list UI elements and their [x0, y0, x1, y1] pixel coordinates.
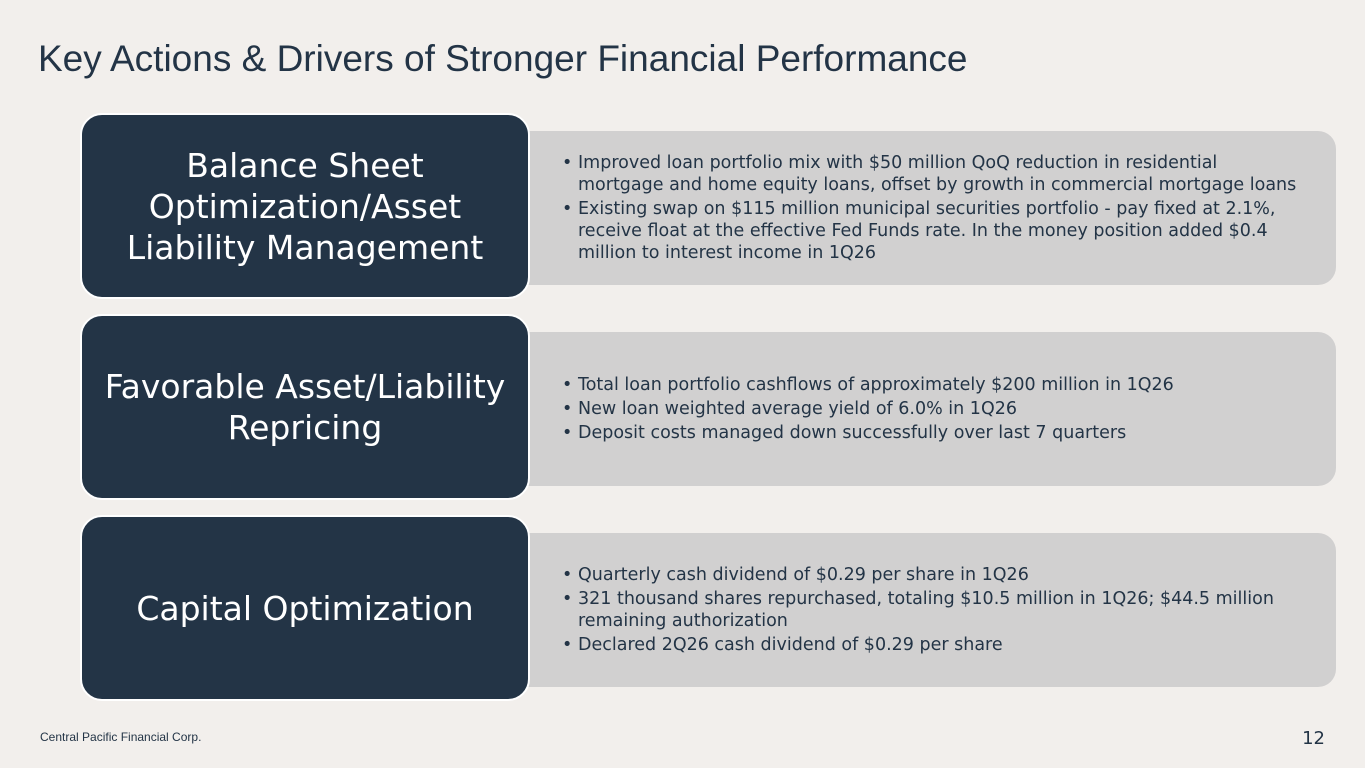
- bullet: Existing swap on $115 million municipal …: [562, 198, 1306, 264]
- bullet: New loan weighted average yield of 6.0% …: [562, 398, 1306, 420]
- footer-company: Central Pacific Financial Corp.: [40, 730, 202, 744]
- section: Capital Optimization Quarterly cash divid…: [80, 515, 1336, 705]
- section-label: Favorable Asset/Liability Repricing: [80, 314, 530, 500]
- page-number: 12: [1302, 728, 1325, 749]
- bullet: Deposit costs managed down successfully …: [562, 422, 1306, 444]
- bullet-list: Total loan portfolio cashflows of approx…: [550, 332, 1306, 486]
- section: Favorable Asset/Liability Repricing Total…: [80, 314, 1336, 504]
- title: Key Actions & Drivers of Stronger Financ…: [38, 38, 968, 79]
- bullet: Declared 2Q26 cash dividend of $0.29 per…: [562, 634, 1306, 656]
- bullet: Total loan portfolio cashflows of approx…: [562, 374, 1306, 396]
- bullet-list: Improved loan portfolio mix with $50 mil…: [550, 131, 1306, 285]
- bullet: Improved loan portfolio mix with $50 mil…: [562, 152, 1306, 196]
- section: Balance Sheet Optimization/Asset Liabili…: [80, 113, 1336, 303]
- section-label: Capital Optimization: [80, 515, 530, 701]
- section-label: Balance Sheet Optimization/Asset Liabili…: [80, 113, 530, 299]
- bullet: 321 thousand shares repurchased, totalin…: [562, 588, 1306, 632]
- bullet: Quarterly cash dividend of $0.29 per sha…: [562, 564, 1306, 586]
- bullet-list: Quarterly cash dividend of $0.29 per sha…: [550, 533, 1306, 687]
